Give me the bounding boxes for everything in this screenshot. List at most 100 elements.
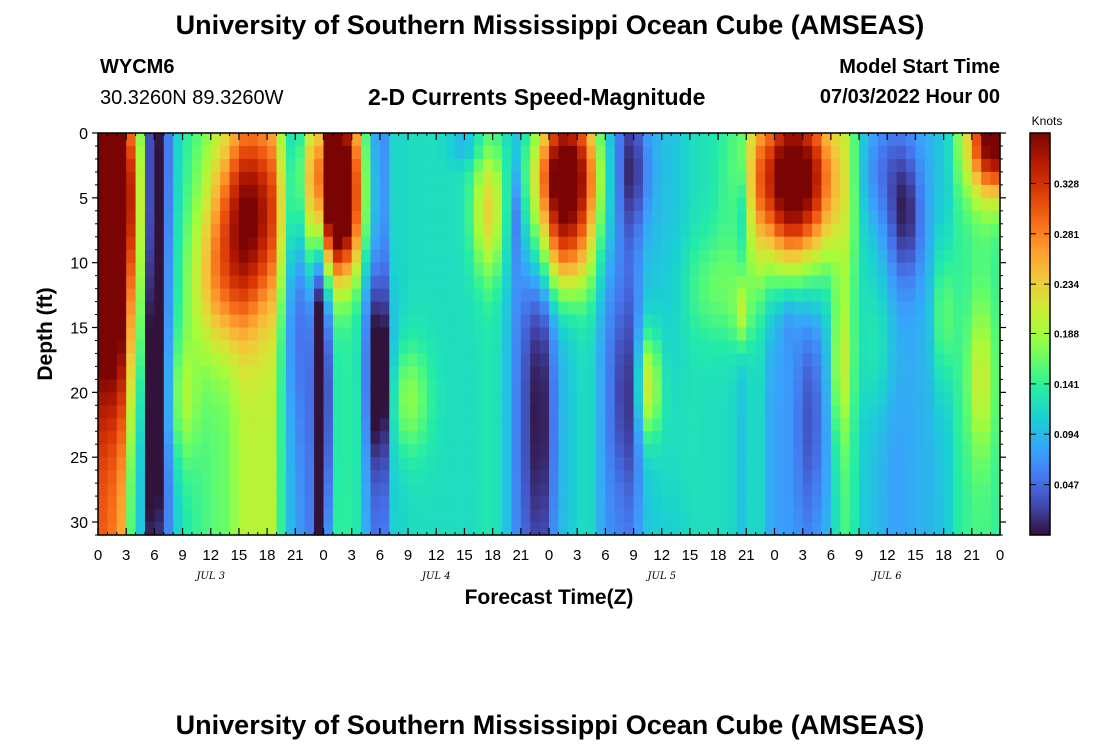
heatmap-cell bbox=[577, 496, 588, 510]
heatmap-cell bbox=[285, 223, 296, 238]
heatmap-cell bbox=[586, 301, 597, 316]
heatmap-cell bbox=[962, 301, 973, 316]
heatmap-cell bbox=[830, 366, 841, 380]
heatmap-cell bbox=[906, 262, 917, 277]
heatmap-cell bbox=[671, 353, 682, 368]
heatmap-cell bbox=[464, 353, 475, 368]
heatmap-cell bbox=[323, 444, 334, 458]
heatmap-cell bbox=[332, 405, 343, 419]
heatmap-cell bbox=[238, 366, 249, 380]
colorbar-tick-label: 0.328 bbox=[1054, 179, 1079, 190]
heatmap-cell bbox=[953, 275, 964, 290]
heatmap-cell bbox=[210, 133, 221, 147]
y-tick-label: 10 bbox=[70, 256, 88, 273]
heatmap-cell bbox=[539, 366, 550, 380]
heatmap-cell bbox=[840, 210, 851, 225]
heatmap-cell bbox=[229, 158, 240, 173]
heatmap-cell bbox=[210, 288, 221, 303]
heatmap-cell bbox=[229, 236, 240, 251]
heatmap-cell bbox=[257, 444, 268, 458]
heatmap-cell bbox=[887, 301, 898, 316]
heatmap-cell bbox=[304, 249, 315, 264]
heatmap-cell bbox=[549, 496, 559, 510]
heatmap-cell bbox=[361, 236, 372, 251]
heatmap-cell bbox=[652, 133, 663, 147]
heatmap-cell bbox=[332, 483, 343, 497]
heatmap-cell bbox=[558, 314, 569, 329]
heatmap-cell bbox=[267, 301, 278, 316]
heatmap-cell bbox=[774, 197, 785, 212]
heatmap-cell bbox=[746, 483, 757, 497]
heatmap-cell bbox=[934, 431, 945, 445]
heatmap-cell bbox=[718, 184, 729, 199]
heatmap-cell bbox=[755, 236, 766, 251]
heatmap-cell bbox=[708, 392, 719, 406]
heatmap-cell bbox=[689, 145, 700, 160]
heatmap-cell bbox=[859, 197, 870, 212]
heatmap-cell bbox=[849, 483, 860, 497]
heatmap-cell bbox=[680, 145, 691, 160]
heatmap-cell bbox=[426, 444, 437, 458]
heatmap-cell bbox=[708, 301, 719, 316]
colorbar: Knots 0.3280.2810.2340.1880.1410.0940.04… bbox=[1029, 114, 1079, 536]
heatmap-cell bbox=[699, 171, 710, 186]
heatmap-cell bbox=[502, 288, 513, 303]
heatmap-cell bbox=[595, 327, 606, 342]
heatmap-cell bbox=[680, 275, 691, 290]
heatmap-cell bbox=[304, 184, 315, 199]
heatmap-cell bbox=[915, 496, 926, 510]
heatmap-cell bbox=[126, 522, 137, 536]
heatmap-cell bbox=[285, 483, 296, 497]
heatmap-cell bbox=[793, 470, 804, 484]
heatmap-cell bbox=[821, 158, 832, 173]
heatmap-cell bbox=[455, 483, 466, 497]
heatmap-cell bbox=[473, 275, 484, 290]
heatmap-cell bbox=[699, 392, 710, 406]
heatmap-cell bbox=[144, 522, 155, 536]
heatmap-cell bbox=[285, 314, 296, 329]
heatmap-cell bbox=[135, 392, 146, 406]
heatmap-cell bbox=[605, 171, 616, 186]
heatmap-cell bbox=[116, 470, 127, 484]
heatmap-cell bbox=[802, 314, 813, 329]
heatmap-cell bbox=[473, 496, 484, 510]
heatmap-cell bbox=[116, 236, 127, 251]
heatmap-cell bbox=[361, 249, 372, 264]
heatmap-cell bbox=[426, 133, 437, 147]
heatmap-cell bbox=[483, 223, 494, 238]
heatmap-cell bbox=[680, 210, 691, 225]
heatmap-cell bbox=[793, 405, 804, 419]
heatmap-cell bbox=[332, 145, 343, 160]
heatmap-cell bbox=[896, 145, 907, 160]
heatmap-cell bbox=[652, 483, 663, 497]
heatmap-cell bbox=[887, 197, 898, 212]
heatmap-cell bbox=[398, 405, 409, 419]
heatmap-cell bbox=[896, 470, 907, 484]
heatmap-cell bbox=[408, 483, 419, 497]
heatmap-cell bbox=[107, 522, 118, 536]
heatmap-cell bbox=[464, 366, 475, 380]
heatmap-cell bbox=[661, 275, 672, 290]
heatmap-cell bbox=[248, 223, 259, 238]
heatmap-cell bbox=[990, 470, 1001, 484]
heatmap-cell bbox=[614, 483, 625, 497]
heatmap-cell bbox=[924, 340, 935, 355]
heatmap-cell bbox=[530, 340, 541, 355]
heatmap-cell bbox=[906, 340, 917, 355]
heatmap-cell bbox=[924, 522, 935, 536]
heatmap-cell bbox=[699, 197, 710, 212]
heatmap-cell bbox=[699, 405, 710, 419]
heatmap-cell bbox=[398, 522, 409, 536]
heatmap-cell bbox=[915, 444, 926, 458]
heatmap-cell bbox=[671, 262, 682, 277]
heatmap-cell bbox=[191, 522, 202, 536]
heatmap-cell bbox=[154, 431, 165, 445]
heatmap-cell bbox=[934, 457, 945, 471]
heatmap-cell bbox=[549, 353, 559, 368]
heatmap-cell bbox=[295, 470, 306, 484]
heatmap-cell bbox=[417, 249, 428, 264]
heatmap-cell bbox=[98, 327, 108, 342]
heatmap-cell bbox=[981, 379, 992, 393]
heatmap-cell bbox=[257, 353, 268, 368]
heatmap-cell bbox=[426, 379, 437, 393]
